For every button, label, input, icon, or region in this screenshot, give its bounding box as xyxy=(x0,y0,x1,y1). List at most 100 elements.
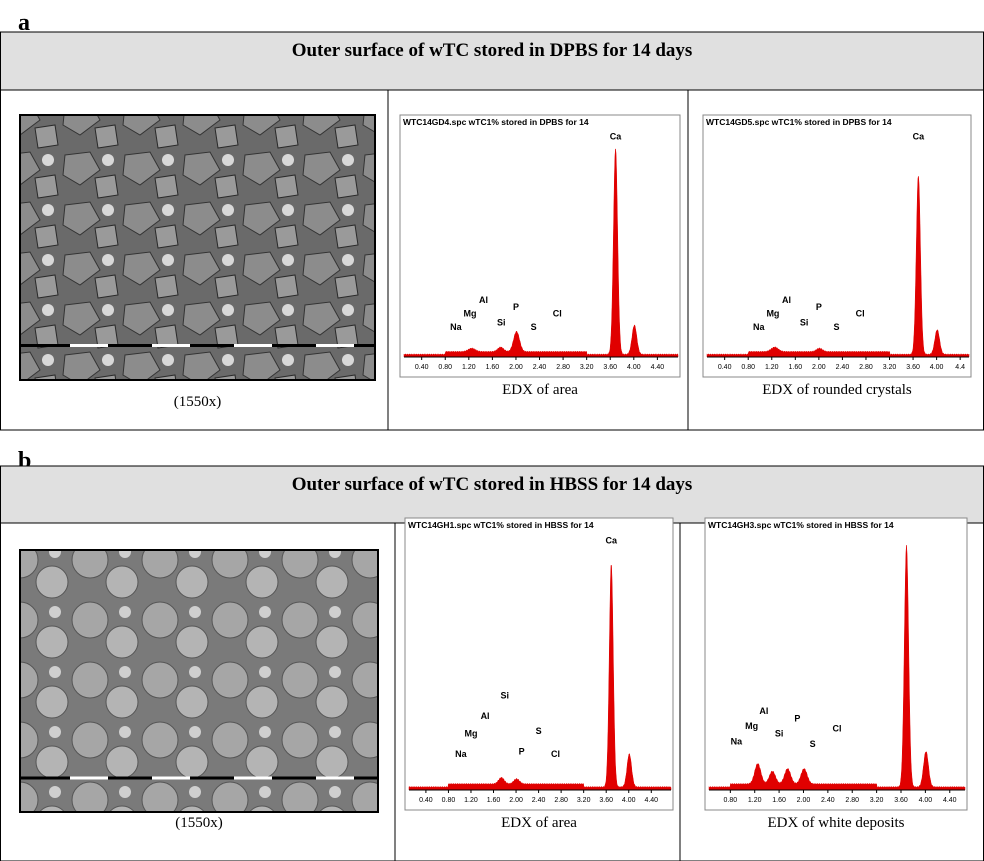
spectrum-trace xyxy=(403,148,679,358)
spectrum-trace xyxy=(708,545,966,791)
element-label: Cl xyxy=(551,749,560,759)
x-tick-label: 4.40 xyxy=(644,797,658,804)
x-tick-label: 2.00 xyxy=(509,364,523,371)
x-tick-label: 1.20 xyxy=(765,364,779,371)
element-label: Si xyxy=(497,318,506,328)
x-tick-label: 2.80 xyxy=(859,364,873,371)
element-label: Na xyxy=(753,322,765,332)
spectrum-trace xyxy=(408,564,672,791)
x-tick-label: 0.40 xyxy=(415,364,429,371)
x-tick-label: 2.00 xyxy=(812,364,826,371)
spectrum-caption: EDX of white deposits xyxy=(767,815,904,831)
x-tick-label: 3.60 xyxy=(599,797,613,804)
x-tick-label: 2.80 xyxy=(556,364,570,371)
element-label: Ca xyxy=(606,536,618,546)
x-tick-label: 4.00 xyxy=(930,364,944,371)
spectrum-frame xyxy=(704,517,968,811)
x-tick-label: 4.00 xyxy=(627,364,641,371)
element-label: S xyxy=(536,726,542,736)
element-label: Cl xyxy=(833,724,842,734)
x-tick-label: 3.20 xyxy=(883,364,897,371)
image-caption: (1550x) xyxy=(175,815,223,831)
x-tick-label: 1.60 xyxy=(789,364,803,371)
x-tick-label: 3.60 xyxy=(603,364,617,371)
spectrum-trace xyxy=(706,176,970,358)
spectrum-caption: EDX of area xyxy=(502,382,578,398)
panel-label: a xyxy=(18,10,30,36)
x-tick-label: 0.40 xyxy=(718,364,732,371)
x-tick-label: 3.60 xyxy=(906,364,920,371)
x-tick-label: 0.80 xyxy=(442,797,456,804)
x-tick-label: 4.40 xyxy=(943,797,957,804)
edx-spectrum: WTC14GH3.spc wTC1% stored in HBSS for 14… xyxy=(704,517,968,811)
x-tick-label: 2.00 xyxy=(797,797,811,804)
element-label: S xyxy=(531,322,537,332)
element-label: P xyxy=(816,302,822,312)
x-tick-label: 1.60 xyxy=(487,797,501,804)
x-tick-label: 4.00 xyxy=(622,797,636,804)
x-tick-label: 1.60 xyxy=(486,364,500,371)
x-tick-label: 1.20 xyxy=(464,797,478,804)
x-tick-label: 4.40 xyxy=(651,364,665,371)
x-tick-label: 1.20 xyxy=(462,364,476,371)
element-label: Mg xyxy=(464,729,477,739)
x-tick-label: 2.40 xyxy=(532,797,546,804)
element-label: S xyxy=(834,322,840,332)
element-label: Mg xyxy=(745,721,758,731)
element-label: Si xyxy=(800,318,809,328)
spectrum-caption: EDX of rounded crystals xyxy=(762,382,912,398)
element-label: Ca xyxy=(913,132,925,142)
spectrum-header: WTC14GH1.spc wTC1% stored in HBSS for 14 xyxy=(408,520,594,530)
element-label: Al xyxy=(479,295,488,305)
spectrum-frame xyxy=(399,114,681,378)
edx-spectrum: WTC14GD5.spc wTC1% stored in DPBS for 14… xyxy=(702,114,972,378)
x-tick-label: 2.40 xyxy=(533,364,547,371)
edx-spectrum: WTC14GD4.spc wTC1% stored in DPBS for 14… xyxy=(399,114,681,378)
element-label: Na xyxy=(450,322,462,332)
element-label: Al xyxy=(782,295,791,305)
element-label: P xyxy=(794,713,800,723)
x-tick-label: 2.80 xyxy=(554,797,568,804)
spectrum-caption: EDX of area xyxy=(501,815,577,831)
spectrum-header: WTC14GD4.spc wTC1% stored in DPBS for 14 xyxy=(403,117,589,127)
x-tick-label: 3.60 xyxy=(894,797,908,804)
element-label: Al xyxy=(481,711,490,721)
element-label: Al xyxy=(759,706,768,716)
element-label: Ca xyxy=(610,132,622,142)
element-label: Na xyxy=(731,736,743,746)
x-tick-label: 3.20 xyxy=(870,797,884,804)
x-tick-label: 2.00 xyxy=(509,797,523,804)
x-tick-label: 2.80 xyxy=(845,797,859,804)
x-tick-label: 3.20 xyxy=(577,797,591,804)
x-tick-label: 2.40 xyxy=(836,364,850,371)
sem-image xyxy=(19,114,376,381)
spectrum-frame xyxy=(404,517,674,811)
x-tick-label: 0.40 xyxy=(419,797,433,804)
x-tick-label: 3.20 xyxy=(580,364,594,371)
element-label: P xyxy=(513,302,519,312)
element-label: S xyxy=(810,739,816,749)
element-label: Si xyxy=(501,691,510,701)
x-tick-label: 1.60 xyxy=(772,797,786,804)
spectrum-frame xyxy=(702,114,972,378)
element-label: Cl xyxy=(553,309,562,319)
x-tick-label: 1.20 xyxy=(748,797,762,804)
panel-title: Outer surface of wTC stored in HBSS for … xyxy=(292,474,693,495)
spectrum-header: WTC14GH3.spc wTC1% stored in HBSS for 14 xyxy=(708,520,894,530)
element-label: Si xyxy=(775,729,784,739)
element-label: Mg xyxy=(766,309,779,319)
x-tick-label: 0.80 xyxy=(741,364,755,371)
x-tick-label: 4.4 xyxy=(955,364,965,371)
x-tick-label: 0.80 xyxy=(724,797,738,804)
spectrum-header: WTC14GD5.spc wTC1% stored in DPBS for 14 xyxy=(706,117,892,127)
element-label: Na xyxy=(455,749,467,759)
image-caption: (1550x) xyxy=(174,394,222,410)
x-tick-label: 2.40 xyxy=(821,797,835,804)
element-label: Cl xyxy=(856,309,865,319)
x-tick-label: 0.80 xyxy=(438,364,452,371)
element-label: P xyxy=(519,746,525,756)
x-tick-label: 4.00 xyxy=(919,797,933,804)
sem-image xyxy=(19,549,379,813)
panel-title: Outer surface of wTC stored in DPBS for … xyxy=(292,40,693,61)
